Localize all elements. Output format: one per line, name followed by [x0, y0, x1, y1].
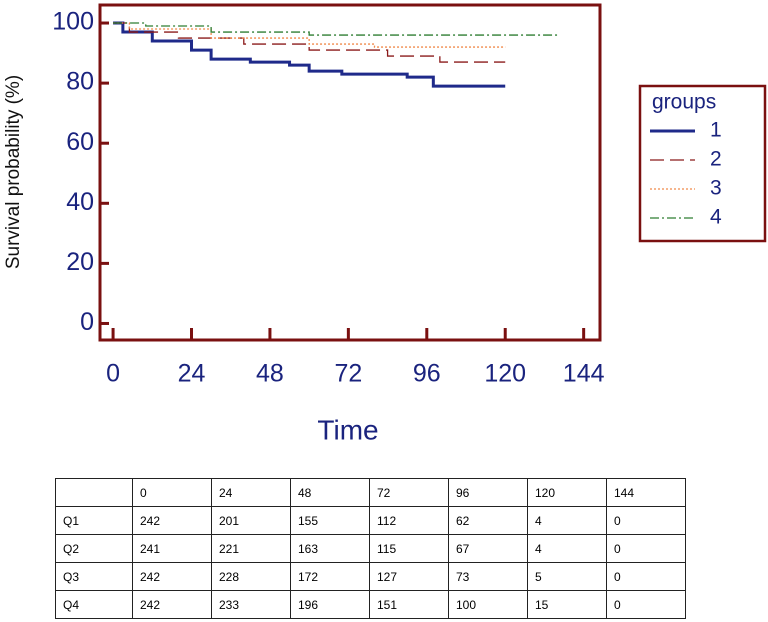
chart: Survival probability (%) Time groups 1 2 3… — [3, 3, 767, 445]
x-tick-label: 144 — [563, 360, 605, 388]
table-cell: 242 — [132, 562, 212, 591]
table-cell: 112 — [369, 506, 449, 535]
table-cell: 201 — [211, 506, 291, 535]
table-cell: Q2 — [55, 534, 133, 563]
x-tick-label: 72 — [334, 360, 362, 388]
table-cell: 127 — [369, 562, 449, 591]
y-tick-label: 80 — [66, 68, 94, 96]
legend-label: 2 — [710, 148, 722, 171]
legend-label: 4 — [710, 206, 722, 229]
survival-curve — [113, 21, 506, 88]
table-cell: 144 — [606, 478, 686, 507]
table-row: Q3 242 228 172 127 73 5 0 — [55, 562, 686, 591]
table-cell: 15 — [527, 590, 607, 619]
table-cell: 0 — [606, 534, 686, 563]
table-cell: 72 — [369, 478, 449, 507]
survival-curve — [113, 22, 558, 36]
x-tick-label: 120 — [484, 360, 526, 388]
x-tick-label: 96 — [413, 360, 441, 388]
table-cell: 228 — [211, 562, 291, 591]
legend-label: 3 — [710, 177, 722, 200]
y-tick-label: 100 — [52, 8, 94, 36]
y-tick-label: 60 — [66, 128, 94, 156]
legend-box — [638, 84, 767, 243]
table-cell: 0 — [132, 478, 212, 507]
table-cell: 241 — [132, 534, 212, 563]
survival-curve — [113, 22, 506, 63]
table-row: Q4 242 233 196 151 100 15 0 — [55, 590, 686, 619]
table-cell: 233 — [211, 590, 291, 619]
table-cell: 151 — [369, 590, 449, 619]
table-cell: 242 — [132, 506, 212, 535]
table-cell: 0 — [606, 562, 686, 591]
table-cell: Q4 — [55, 590, 133, 619]
table-cell: 155 — [290, 506, 370, 535]
table-cell: 24 — [211, 478, 291, 507]
y-tick-label: 40 — [66, 188, 94, 216]
x-tick-label: 24 — [178, 360, 206, 388]
table-cell: 221 — [211, 534, 291, 563]
table-cell: 5 — [527, 562, 607, 591]
table-cell: 67 — [448, 534, 528, 563]
table-cell: 73 — [448, 562, 528, 591]
table-cell: 172 — [290, 562, 370, 591]
risk-table: 0 24 48 72 96 120 144 Q1 242 201 155 112 62 4 0 Q2 241 22… — [55, 478, 686, 619]
table-cell: 163 — [290, 534, 370, 563]
table-cell: Q3 — [55, 562, 133, 591]
table-cell: 120 — [527, 478, 607, 507]
y-axis-label: Survival probability (%) — [3, 75, 24, 269]
table-cell — [55, 478, 133, 507]
x-tick-label: 48 — [256, 360, 284, 388]
x-tick-label: 0 — [106, 360, 120, 388]
legend-label: 1 — [710, 119, 722, 142]
table-cell: 242 — [132, 590, 212, 619]
table-cell: 4 — [527, 506, 607, 535]
legend-title: groups — [652, 91, 716, 114]
y-tick-label: 20 — [66, 248, 94, 276]
table-cell: 96 — [448, 478, 528, 507]
table-row: Q2 241 221 163 115 67 4 0 — [55, 534, 686, 563]
table-cell: Q1 — [55, 506, 133, 535]
plot-frame — [98, 3, 602, 342]
table-cell: 62 — [448, 506, 528, 535]
table-cell: 0 — [606, 590, 686, 619]
table-cell: 100 — [448, 590, 528, 619]
table-cell: 4 — [527, 534, 607, 563]
table-row: Q1 242 201 155 112 62 4 0 — [55, 506, 686, 535]
x-axis-label: Time — [317, 414, 378, 445]
table-cell: 115 — [369, 534, 449, 563]
y-tick-label: 0 — [80, 308, 94, 336]
table-row: 0 24 48 72 96 120 144 — [55, 478, 686, 507]
table-cell: 0 — [606, 506, 686, 535]
table-cell: 48 — [290, 478, 370, 507]
table-body: 0 24 48 72 96 120 144 Q1 242 201 155 112 62 4 0 Q2 241 22… — [55, 478, 686, 619]
table-cell: 196 — [290, 590, 370, 619]
